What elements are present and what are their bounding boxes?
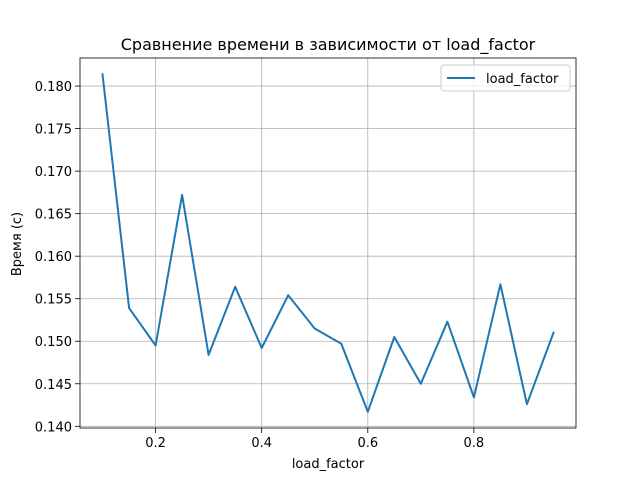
y-tick-label: 0.180 — [35, 80, 72, 95]
x-axis: 0.2 0.4 0.6 0.8 — [145, 428, 484, 451]
x-tick-label: 0.6 — [357, 436, 378, 451]
grid — [80, 58, 576, 428]
y-tick-label: 0.140 — [35, 420, 72, 435]
y-axis: 0.140 0.145 0.150 0.155 0.160 0.165 0.170 0.175… — [35, 80, 80, 435]
y-tick-label: 0.160 — [35, 250, 72, 265]
y-tick-label: 0.175 — [35, 123, 72, 138]
x-tick-label: 0.8 — [464, 436, 485, 451]
y-tick-label: 0.145 — [35, 378, 72, 393]
x-tick-label: 0.2 — [145, 436, 166, 451]
y-axis-label: Время (с) — [10, 212, 25, 276]
series-line — [101, 73, 555, 413]
y-tick-label: 0.165 — [35, 208, 72, 223]
legend-box — [440, 64, 571, 92]
x-tick-label: 0.4 — [251, 436, 272, 451]
series-layer — [101, 73, 555, 413]
y-tick-label: 0.155 — [35, 293, 72, 308]
y-tick-label: 0.150 — [35, 335, 72, 350]
legend: load_factor — [440, 64, 571, 92]
legend-label: load_factor — [486, 72, 559, 87]
plot-frame — [79, 57, 577, 429]
chart-title: Сравнение времени в зависимости от load_… — [121, 35, 536, 55]
y-tick-label: 0.170 — [35, 165, 72, 180]
x-axis-label: load_factor — [292, 457, 365, 472]
